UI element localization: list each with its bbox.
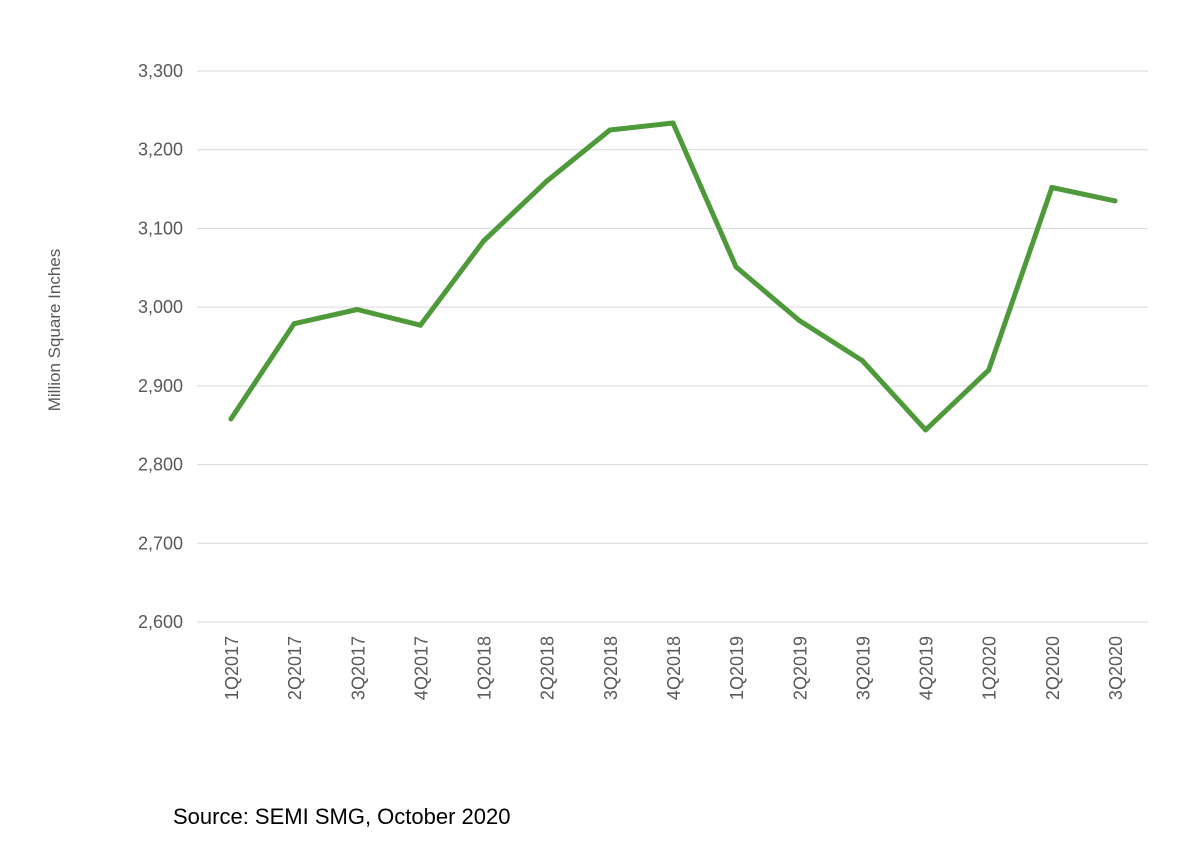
x-tick-label: 2Q2019 bbox=[790, 636, 810, 700]
source-note: Source: SEMI SMG, October 2020 bbox=[173, 804, 511, 829]
x-tick-label: 4Q2018 bbox=[664, 636, 684, 700]
data-point bbox=[1049, 184, 1055, 190]
x-tick-label: 4Q2017 bbox=[411, 636, 431, 700]
x-tick-label: 2Q2017 bbox=[285, 636, 305, 700]
data-point bbox=[733, 264, 739, 270]
y-tick-label: 2,800 bbox=[138, 455, 183, 475]
x-tick-label: 1Q2019 bbox=[727, 636, 747, 700]
data-point bbox=[796, 318, 802, 324]
data-point bbox=[481, 238, 487, 244]
y-tick-label: 2,700 bbox=[138, 533, 183, 553]
data-point bbox=[670, 120, 676, 126]
x-tick-label: 3Q2019 bbox=[853, 636, 873, 700]
data-point bbox=[228, 416, 234, 422]
x-tick-label: 2Q2020 bbox=[1043, 636, 1063, 700]
series-line bbox=[228, 120, 1118, 433]
data-point bbox=[859, 358, 865, 364]
data-point bbox=[986, 367, 992, 373]
y-tick-label: 3,300 bbox=[138, 61, 183, 81]
x-tick-label: 1Q2017 bbox=[222, 636, 242, 700]
y-axis-title: Million Square Inches bbox=[45, 249, 64, 412]
x-tick-label: 3Q2018 bbox=[601, 636, 621, 700]
x-axis-ticks: 1Q2017 2Q2017 3Q2017 4Q2017 1Q2018 2Q2018 3Q20… bbox=[222, 636, 1126, 700]
y-tick-label: 2,600 bbox=[138, 612, 183, 632]
y-tick-label: 2,900 bbox=[138, 376, 183, 396]
data-point bbox=[1112, 198, 1118, 204]
y-tick-label: 3,000 bbox=[138, 297, 183, 317]
data-point bbox=[607, 127, 613, 133]
data-point bbox=[544, 178, 550, 184]
x-tick-label: 3Q2020 bbox=[1106, 636, 1126, 700]
gridlines bbox=[197, 70, 1148, 623]
x-tick-label: 2Q2018 bbox=[538, 636, 558, 700]
y-tick-label: 3,200 bbox=[138, 140, 183, 160]
data-point bbox=[291, 321, 297, 327]
y-axis-ticks: 2,600 2,700 2,800 2,900 3,000 3,100 3,200 3,300 bbox=[138, 61, 183, 632]
data-point bbox=[923, 427, 929, 433]
x-tick-label: 4Q2019 bbox=[917, 636, 937, 700]
line-chart: 2,600 2,700 2,800 2,900 3,000 3,100 3,200 3,300… bbox=[45, 61, 1148, 700]
x-tick-label: 3Q2017 bbox=[348, 636, 368, 700]
data-point bbox=[354, 307, 360, 313]
y-tick-label: 3,100 bbox=[138, 218, 183, 238]
x-tick-label: 1Q2020 bbox=[980, 636, 1000, 700]
x-tick-label: 1Q2018 bbox=[475, 636, 495, 700]
series-group bbox=[228, 120, 1118, 433]
data-point bbox=[417, 322, 423, 328]
